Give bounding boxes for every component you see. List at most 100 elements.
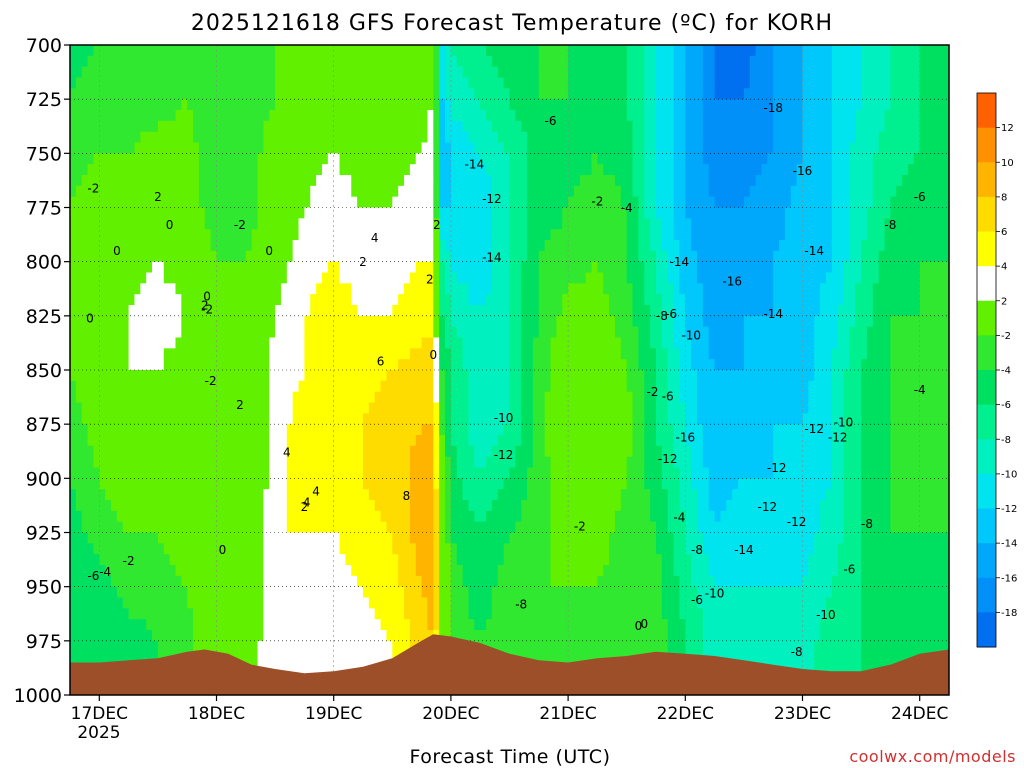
field-cell: [497, 326, 505, 339]
field-cell: [169, 153, 177, 165]
field-cell: [81, 164, 89, 176]
field-cell: [93, 532, 100, 544]
field-cell: [480, 565, 487, 577]
field-cell: [409, 500, 417, 512]
field-cell: [286, 99, 294, 111]
field-cell: [128, 543, 136, 555]
field-cell: [532, 326, 540, 339]
field-cell: [175, 435, 182, 447]
field-cell: [193, 478, 200, 490]
field-cell: [486, 424, 493, 436]
field-cell: [99, 45, 106, 57]
field-cell: [333, 510, 341, 523]
field-cell: [169, 250, 177, 263]
field-cell: [497, 510, 505, 523]
field-cell: [292, 218, 300, 230]
field-cell: [99, 608, 106, 620]
field-cell: [480, 337, 487, 349]
field-cell: [550, 196, 557, 209]
field-cell: [327, 142, 335, 154]
field-cell: [380, 77, 388, 89]
field-cell: [234, 424, 241, 436]
field-cell: [169, 315, 177, 328]
field-cell: [333, 554, 341, 566]
field-cell: [468, 424, 475, 436]
field-cell: [122, 348, 130, 360]
field-cell: [87, 55, 95, 68]
field-cell: [245, 88, 253, 100]
field-cell: [234, 435, 241, 447]
field-cell: [351, 77, 358, 89]
field-cell: [169, 586, 177, 599]
field-cell: [439, 45, 446, 57]
field-cell: [292, 554, 300, 566]
field-cell: [111, 283, 118, 295]
field-cell: [374, 543, 382, 555]
field-cell: [351, 261, 358, 274]
field-cell: [228, 565, 235, 577]
field-cell: [445, 413, 452, 425]
field-cell: [269, 456, 276, 469]
field-cell: [122, 651, 130, 664]
field-cell: [198, 565, 206, 577]
field-cell: [70, 164, 77, 176]
field-cell: [392, 218, 399, 230]
field-cell: [169, 510, 177, 523]
field-cell: [333, 478, 341, 490]
field-cell: [275, 445, 282, 458]
field-cell: [187, 380, 194, 393]
field-cell: [99, 110, 106, 122]
field-cell: [439, 619, 446, 631]
field-cell: [491, 283, 499, 295]
field-cell: [99, 456, 106, 469]
field-cell: [339, 402, 347, 414]
field-cell: [87, 348, 95, 360]
field-cell: [75, 478, 83, 490]
field-cell: [181, 88, 188, 100]
field-cell: [216, 66, 223, 79]
field-cell: [550, 597, 557, 609]
field-cell: [140, 45, 147, 57]
field-cell: [532, 120, 540, 133]
field-cell: [321, 294, 329, 306]
field-cell: [368, 153, 376, 165]
field-cell: [486, 337, 493, 349]
field-cell: [527, 651, 534, 664]
field-cell: [433, 88, 440, 100]
field-cell: [234, 305, 241, 317]
field-cell: [374, 586, 382, 599]
field-cell: [128, 120, 136, 133]
field-cell: [538, 283, 546, 295]
field-cell: [450, 597, 458, 609]
field-cell: [239, 45, 247, 57]
field-cell: [275, 207, 282, 219]
field-cell: [134, 229, 141, 241]
field-cell: [321, 229, 329, 241]
field-cell: [433, 305, 440, 317]
field-cell: [216, 532, 223, 544]
field-cell: [456, 565, 464, 577]
field-cell: [298, 153, 305, 165]
field-cell: [146, 240, 153, 252]
field-cell: [128, 283, 136, 295]
field-cell: [251, 185, 259, 198]
field-cell: [386, 196, 393, 209]
field-cell: [105, 77, 112, 89]
field-cell: [398, 391, 405, 404]
field-cell: [456, 45, 464, 57]
field-cell: [257, 651, 264, 664]
field-cell: [327, 283, 335, 295]
field-cell: [239, 651, 247, 664]
field-cell: [515, 250, 522, 263]
field-cell: [415, 348, 423, 360]
field-cell: [544, 565, 552, 577]
field-cell: [532, 554, 540, 566]
field-cell: [351, 326, 358, 339]
field-cell: [421, 185, 429, 198]
field-cell: [532, 575, 540, 588]
field-cell: [275, 630, 282, 642]
field-cell: [415, 413, 423, 425]
field-cell: [228, 608, 235, 620]
field-cell: [415, 153, 423, 165]
field-cell: [146, 175, 153, 187]
